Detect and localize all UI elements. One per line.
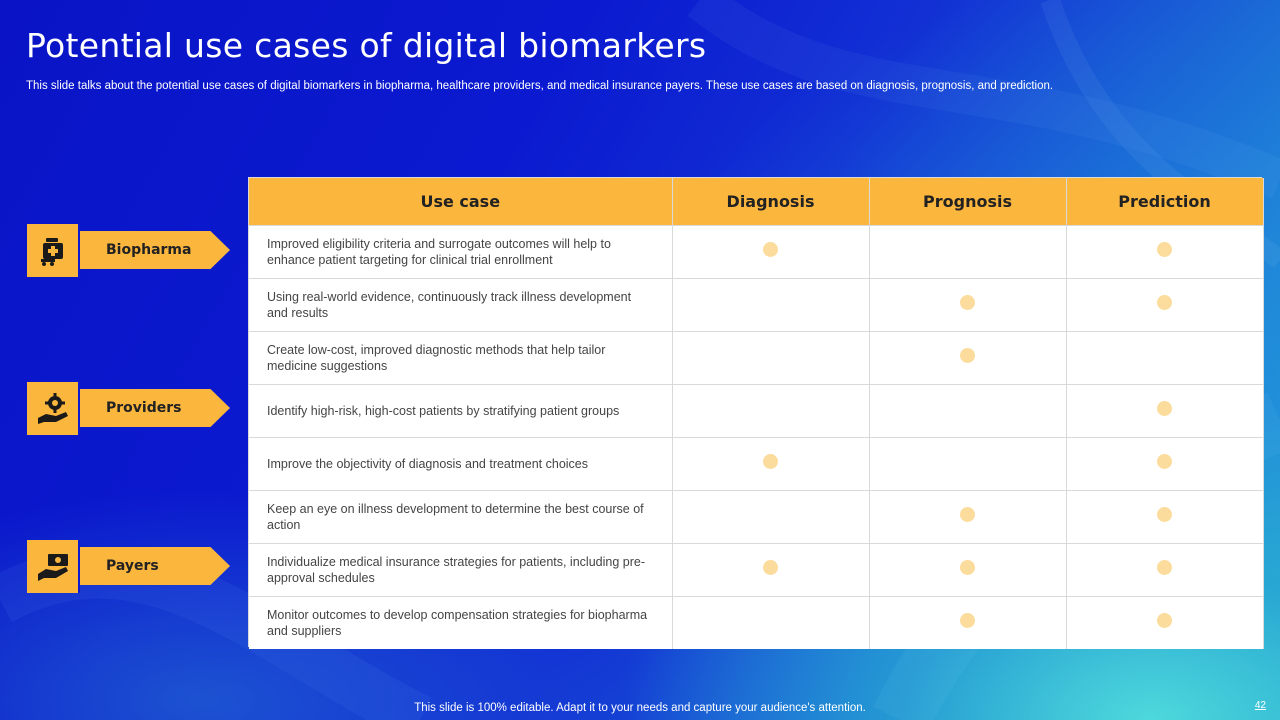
prognosis-cell bbox=[869, 436, 1067, 490]
diagnosis-cell bbox=[672, 277, 870, 331]
use-case-table: Use case Diagnosis Prognosis Prediction … bbox=[248, 177, 1264, 649]
prognosis-cell bbox=[869, 489, 1067, 543]
table-row: Using real-world evidence, continuously … bbox=[249, 277, 1264, 331]
header-prediction: Prediction bbox=[1066, 178, 1264, 225]
header-diagnosis: Diagnosis bbox=[672, 178, 870, 225]
table-row: Create low-cost, improved diagnostic met… bbox=[249, 330, 1264, 384]
diagnosis-cell bbox=[672, 383, 870, 437]
diagnosis-cell bbox=[672, 595, 870, 649]
footer-note: This slide is 100% editable. Adapt it to… bbox=[414, 702, 866, 714]
prediction-dot-marker bbox=[1157, 401, 1172, 416]
prediction-cell bbox=[1066, 489, 1264, 543]
prognosis-cell bbox=[869, 224, 1067, 278]
page-subtitle: This slide talks about the potential use… bbox=[26, 80, 1054, 92]
page-title: Potential use cases of digital biomarker… bbox=[26, 26, 707, 65]
prognosis-dot-marker bbox=[960, 507, 975, 522]
prognosis-cell bbox=[869, 595, 1067, 649]
diagnosis-dot-marker bbox=[763, 560, 778, 575]
table-row: Identify high-risk, high-cost patients b… bbox=[249, 383, 1264, 437]
money-hand-icon bbox=[27, 540, 80, 593]
category-payers: Payers bbox=[27, 540, 231, 593]
diagnosis-cell bbox=[672, 330, 870, 384]
use-case-text: Monitor outcomes to develop compensation… bbox=[249, 595, 673, 649]
diagnosis-cell bbox=[672, 436, 870, 490]
header-use-case: Use case bbox=[249, 178, 673, 225]
table-row: Improve the objectivity of diagnosis and… bbox=[249, 436, 1264, 490]
use-case-text: Improved eligibility criteria and surrog… bbox=[249, 224, 673, 278]
use-case-text: Identify high-risk, high-cost patients b… bbox=[249, 383, 673, 437]
table-body: Improved eligibility criteria and surrog… bbox=[249, 224, 1264, 649]
prognosis-dot-marker bbox=[960, 613, 975, 629]
category-label: Biopharma bbox=[80, 231, 230, 269]
diagnosis-dot-marker bbox=[763, 454, 778, 469]
category-label: Payers bbox=[80, 547, 230, 585]
use-case-text: Keep an eye on illness development to de… bbox=[249, 489, 673, 543]
prognosis-cell bbox=[869, 330, 1067, 384]
use-case-text: Using real-world evidence, continuously … bbox=[249, 277, 673, 331]
diagnosis-cell bbox=[672, 542, 870, 596]
gear-hand-icon bbox=[27, 382, 80, 435]
prediction-cell bbox=[1066, 542, 1264, 596]
prediction-cell bbox=[1066, 224, 1264, 278]
use-case-text: Create low-cost, improved diagnostic met… bbox=[249, 330, 673, 384]
use-case-text: Improve the objectivity of diagnosis and… bbox=[249, 436, 673, 490]
medicine-bag-icon bbox=[27, 224, 80, 277]
prognosis-dot-marker bbox=[960, 295, 975, 310]
page-number: 42 bbox=[1254, 700, 1266, 711]
diagnosis-cell bbox=[672, 224, 870, 278]
prediction-dot-marker bbox=[1157, 613, 1172, 629]
table-row: Improved eligibility criteria and surrog… bbox=[249, 224, 1264, 278]
prognosis-dot-marker bbox=[960, 560, 975, 575]
header-prognosis: Prognosis bbox=[869, 178, 1067, 225]
category-providers: Providers bbox=[27, 382, 231, 435]
prognosis-cell bbox=[869, 542, 1067, 596]
table-row: Keep an eye on illness development to de… bbox=[249, 489, 1264, 543]
category-label: Providers bbox=[80, 389, 230, 427]
prognosis-cell bbox=[869, 383, 1067, 437]
prediction-dot-marker bbox=[1157, 295, 1172, 310]
table-row: Individualize medical insurance strategi… bbox=[249, 542, 1264, 596]
category-biopharma: Biopharma bbox=[27, 224, 231, 277]
prognosis-cell bbox=[869, 277, 1067, 331]
prediction-cell bbox=[1066, 330, 1264, 384]
prediction-dot-marker bbox=[1157, 242, 1172, 257]
prediction-cell bbox=[1066, 277, 1264, 331]
table-header-row: Use case Diagnosis Prognosis Prediction bbox=[249, 178, 1264, 225]
prediction-dot-marker bbox=[1157, 507, 1172, 522]
prognosis-dot-marker bbox=[960, 348, 975, 363]
prediction-cell bbox=[1066, 595, 1264, 649]
table-row: Monitor outcomes to develop compensation… bbox=[249, 595, 1264, 649]
prediction-cell bbox=[1066, 436, 1264, 490]
prediction-dot-marker bbox=[1157, 454, 1172, 469]
diagnosis-dot-marker bbox=[763, 242, 778, 257]
diagnosis-cell bbox=[672, 489, 870, 543]
prediction-dot-marker bbox=[1157, 560, 1172, 575]
prediction-cell bbox=[1066, 383, 1264, 437]
use-case-text: Individualize medical insurance strategi… bbox=[249, 542, 673, 596]
